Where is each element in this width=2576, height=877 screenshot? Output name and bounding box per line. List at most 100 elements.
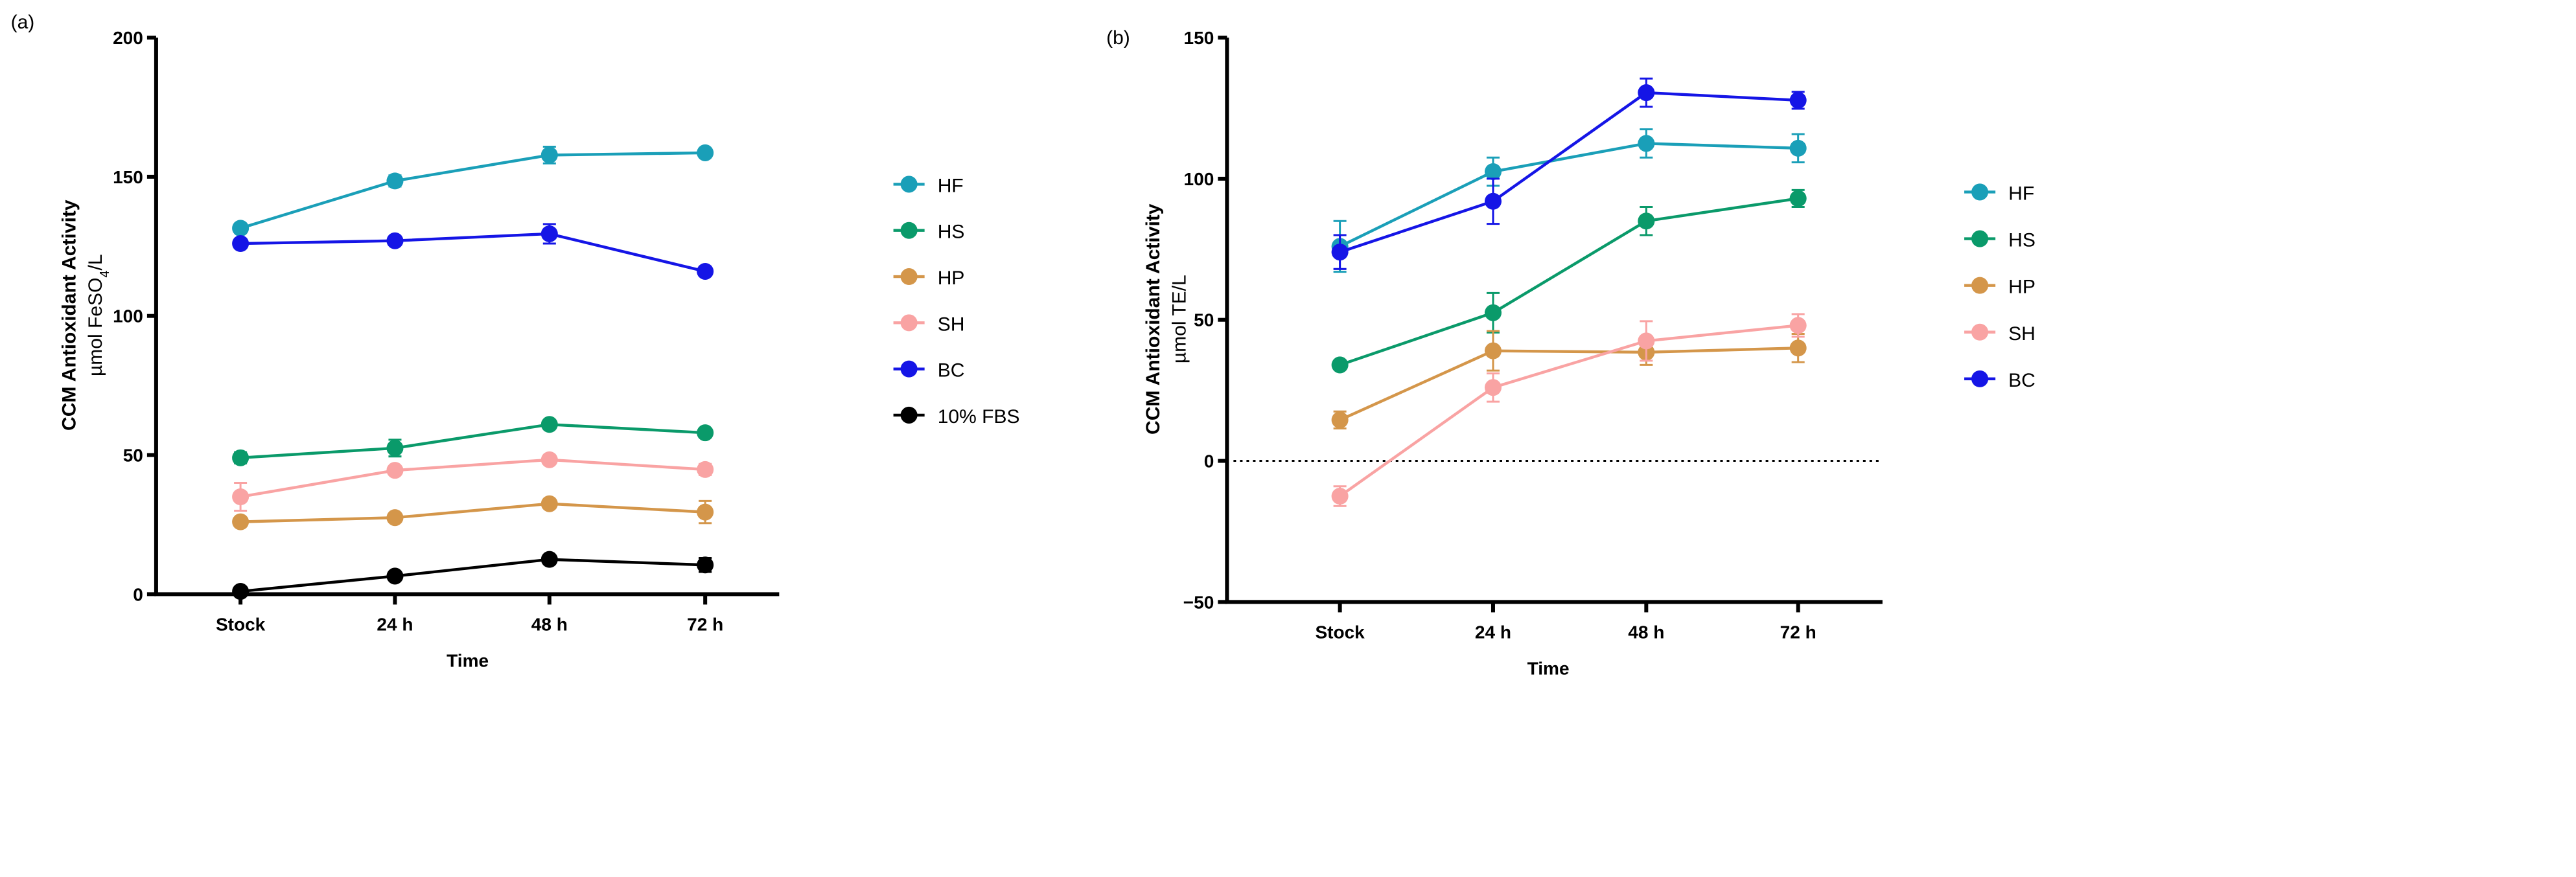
data-point (1789, 139, 1807, 157)
y-tick-label: 0 (1204, 451, 1214, 472)
legend-marker (900, 406, 918, 424)
data-point (540, 146, 558, 164)
series-hp (1331, 330, 1807, 429)
legend-marker (1971, 230, 1989, 247)
y-tick-label: 100 (113, 306, 143, 326)
series-line (1339, 197, 1798, 367)
chart-panel-a: (a) 0 50 100 150 200 Stock 24 h 48 h 72 h Time CCM … (11, 12, 1020, 671)
x-tick-label: 24 h (377, 614, 413, 634)
data-point (1331, 411, 1349, 429)
data-point (386, 232, 404, 249)
series-10-fbs (232, 551, 714, 600)
data-point (386, 172, 404, 190)
series-line (1339, 347, 1798, 422)
legend-marker (900, 314, 918, 332)
data-point (1484, 163, 1502, 181)
data-point (1484, 342, 1502, 359)
data-point (1789, 91, 1807, 109)
legend-label: HF (2008, 183, 2034, 204)
legend-marker (900, 268, 918, 286)
legend-marker (1971, 183, 1989, 201)
y-tick-label: −50 (1183, 592, 1214, 612)
series-line (240, 423, 706, 460)
chart-panel-b: (b) −50 0 50 100 150 Stock 24 h 48 h 72 h Time CCM … (1106, 27, 2036, 679)
panel-label: (a) (11, 12, 35, 33)
series-line (240, 502, 706, 523)
legend-item: HS (1964, 230, 2036, 251)
data-point (232, 449, 249, 466)
series-sh (1331, 313, 1807, 507)
data-point (540, 451, 558, 468)
x-axis-title: Time (447, 651, 489, 671)
legend-item: SH (1964, 323, 2036, 345)
series-line (1339, 91, 1798, 254)
data-point (1789, 339, 1807, 357)
y-tick-label: 0 (133, 584, 143, 604)
data-point (1331, 487, 1349, 505)
y-tick-label: 50 (123, 446, 143, 466)
data-point (540, 495, 558, 512)
legend-marker (900, 176, 918, 193)
data-point (386, 567, 404, 585)
legend-label: SH (938, 313, 965, 335)
y-axis-unit-part: µmol TE/L (1168, 275, 1190, 363)
data-point (1638, 135, 1655, 152)
y-tick-label: 200 (113, 28, 143, 48)
y-axis-unit-part: µmol FeSO (85, 278, 106, 376)
series-line (240, 151, 706, 230)
legend-item: BC (1964, 370, 2036, 391)
x-tick-label: 48 h (1628, 622, 1664, 642)
x-tick-label: 72 h (1780, 622, 1816, 642)
data-point (386, 509, 404, 527)
legend-item: HS (893, 222, 965, 243)
legend-item: HF (1964, 183, 2034, 204)
data-point (1789, 190, 1807, 207)
data-point (232, 234, 249, 253)
legend-item: HF (893, 175, 964, 196)
data-point (232, 513, 249, 530)
x-tick-label: Stock (216, 614, 266, 634)
data-point (697, 556, 714, 574)
legend-label: BC (938, 360, 965, 382)
data-point (1638, 332, 1655, 350)
data-point (1638, 212, 1655, 230)
x-tick-label: 72 h (687, 614, 723, 634)
data-point (1484, 192, 1502, 210)
y-axis-unit-part: 4 (98, 270, 112, 277)
data-point (697, 503, 714, 521)
series-hs (232, 416, 714, 466)
series-line (240, 458, 706, 499)
legend-marker (1971, 370, 1989, 387)
data-point (1638, 84, 1655, 102)
series-hs (1331, 188, 1807, 374)
data-point (697, 461, 714, 478)
legend-item: HP (1964, 277, 2036, 298)
x-tick-label: 48 h (531, 614, 568, 634)
legend-marker (1971, 277, 1989, 294)
panel-label: (b) (1106, 27, 1130, 49)
series-line (1339, 142, 1798, 248)
legend-label: HP (938, 268, 965, 289)
data-point (1484, 379, 1502, 396)
legend-marker (1971, 323, 1989, 341)
legend-marker (900, 360, 918, 378)
y-tick-label: 50 (1194, 310, 1214, 330)
series-line (240, 558, 706, 593)
data-point (697, 144, 714, 161)
data-point (386, 462, 404, 479)
y-axis-unit: µmol TE/L (1168, 275, 1190, 363)
series-sh (232, 451, 714, 512)
y-tick-label: 100 (1184, 169, 1214, 189)
legend-label: HF (938, 175, 964, 196)
legend-marker (900, 222, 918, 239)
series-hf (232, 144, 714, 237)
data-point (1484, 304, 1502, 321)
data-point (697, 424, 714, 442)
y-tick-label: 150 (113, 167, 143, 187)
legend-label: HS (938, 222, 965, 243)
data-point (1789, 317, 1807, 334)
series-line (240, 232, 706, 273)
x-axis-title: Time (1527, 659, 1570, 679)
series-line (1339, 324, 1798, 497)
legend-label: HS (2008, 230, 2036, 251)
